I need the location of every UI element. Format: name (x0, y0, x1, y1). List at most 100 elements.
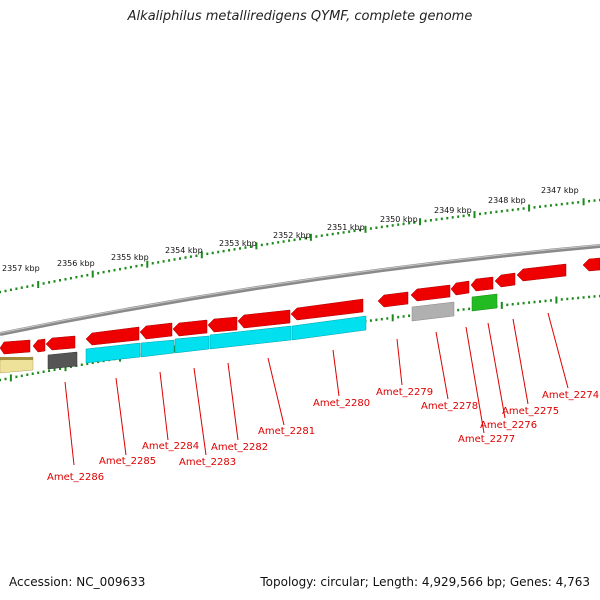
minor-tick (533, 300, 536, 304)
gene-arrow[interactable] (290, 298, 364, 321)
minor-tick (97, 271, 100, 275)
minor-tick (588, 199, 591, 203)
minor-tick (86, 362, 89, 366)
gene-arrow[interactable] (45, 335, 76, 351)
gene-label-2278[interactable]: Amet_2278 (421, 401, 478, 412)
gene-label-2281[interactable]: Amet_2281 (258, 426, 315, 437)
minor-tick (184, 256, 187, 259)
gene-box-cyan[interactable] (85, 342, 141, 364)
genome-backbone-highlight (0, 244, 600, 334)
gene-label-2284[interactable]: Amet_2284 (142, 441, 199, 452)
minor-tick (151, 262, 154, 265)
minor-tick (75, 275, 78, 279)
gene-label-2283[interactable]: Amet_2283 (179, 457, 236, 468)
minor-tick (20, 286, 23, 289)
minor-tick (397, 223, 400, 226)
gene-arrow[interactable] (450, 280, 470, 296)
minor-tick (31, 372, 34, 375)
forward-strand-genes (0, 257, 600, 355)
minor-tick (64, 278, 67, 281)
gene-box-cyan[interactable] (174, 335, 210, 354)
gene-box-green[interactable] (471, 293, 498, 312)
major-tick (473, 211, 476, 219)
minor-tick (26, 373, 29, 376)
minor-tick (511, 303, 514, 306)
gene-arrow[interactable] (139, 322, 173, 340)
gene-label-2276[interactable]: Amet_2276 (480, 420, 537, 431)
gene-box-dark[interactable] (47, 351, 78, 370)
minor-tick (577, 296, 580, 300)
gene-label-2274[interactable]: Amet_2274 (542, 390, 599, 401)
gene-arrow[interactable] (494, 272, 516, 288)
minor-tick (375, 226, 378, 229)
minor-tick (375, 318, 378, 322)
major-tick (200, 251, 203, 259)
minor-tick (26, 285, 29, 288)
minor-tick (544, 299, 547, 303)
gene-label-2279[interactable]: Amet_2279 (376, 387, 433, 398)
gene-arrow[interactable] (377, 291, 409, 308)
minor-tick (266, 242, 269, 246)
minor-tick (288, 239, 291, 242)
minor-tick (157, 261, 160, 264)
gene-arrow[interactable] (516, 263, 567, 282)
minor-tick (353, 229, 356, 233)
minor-tick (299, 237, 301, 241)
minor-tick (522, 207, 525, 210)
minor-tick (320, 234, 323, 237)
gene-label-2286[interactable]: Amet_2286 (47, 472, 104, 483)
leader-line-2283 (193, 367, 207, 456)
minor-tick (304, 236, 307, 240)
gene-arrow[interactable] (0, 339, 31, 355)
gene-arrow[interactable] (32, 338, 46, 353)
major-tick (528, 204, 531, 212)
minor-tick (228, 249, 231, 252)
minor-tick (555, 203, 558, 207)
minor-tick (9, 288, 12, 292)
minor-tick (517, 302, 520, 305)
minor-tick (48, 369, 51, 372)
kbp-label-2351: 2351 kbp (327, 223, 365, 232)
minor-tick (277, 241, 280, 244)
minor-tick (539, 300, 541, 303)
accession-text: Accession: NC_009633 (9, 575, 146, 589)
minor-tick (337, 232, 340, 235)
gene-arrow[interactable] (85, 326, 140, 346)
gene-label-2280[interactable]: Amet_2280 (313, 398, 370, 409)
kbp-label-2352: 2352 kbp (273, 231, 311, 240)
gene-arrow[interactable] (207, 316, 238, 333)
gene-arrow[interactable] (237, 309, 291, 329)
gene-box-gray[interactable] (411, 301, 455, 322)
gene-label-2275[interactable]: Amet_2275 (502, 406, 559, 417)
minor-tick (397, 315, 400, 319)
gene-arrow[interactable] (410, 284, 451, 302)
minor-tick (582, 296, 585, 299)
minor-tick (119, 267, 121, 271)
minor-tick (451, 216, 454, 219)
gene-label-2285[interactable]: Amet_2285 (99, 456, 156, 467)
minor-tick (359, 228, 361, 232)
gene-label-2282[interactable]: Amet_2282 (211, 442, 268, 453)
minor-tick (53, 280, 56, 283)
leader-line-2278 (435, 331, 449, 400)
minor-tick (217, 250, 220, 254)
minor-tick (135, 264, 138, 268)
gene-label-2277[interactable]: Amet_2277 (458, 434, 515, 445)
minor-tick (162, 260, 165, 263)
minor-tick (42, 282, 45, 285)
gene-box-cyan[interactable] (140, 339, 175, 358)
minor-tick (468, 214, 471, 217)
gene-box-cyan[interactable] (209, 325, 292, 350)
kbp-label-2355: 2355 kbp (111, 253, 149, 262)
kbp-label-2349: 2349 kbp (434, 206, 472, 215)
minor-tick (48, 281, 51, 284)
gene-box-cyan[interactable] (291, 315, 367, 341)
minor-tick (506, 303, 509, 307)
gene-arrow[interactable] (470, 276, 494, 292)
gene-arrow[interactable] (172, 319, 208, 337)
minor-tick (462, 308, 465, 311)
minor-tick (0, 290, 1, 294)
gene-arrow[interactable] (582, 257, 600, 272)
minor-tick (113, 268, 116, 272)
